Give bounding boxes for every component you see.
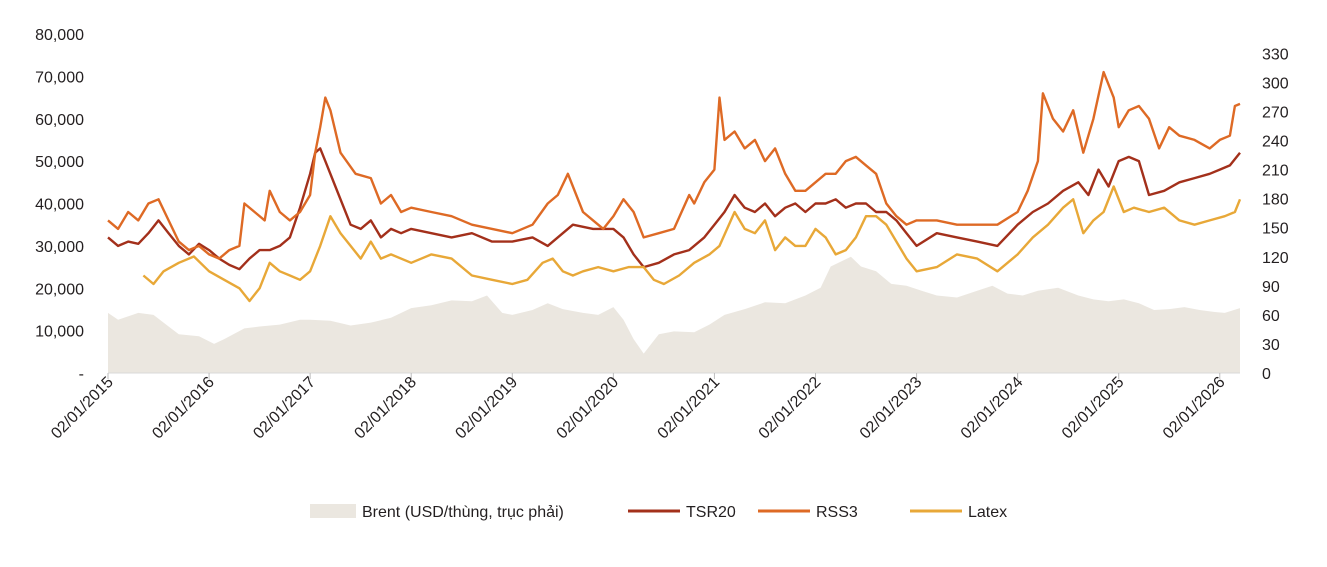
y-right-tick-label: 0 [1262, 366, 1271, 383]
y-left-tick-label: 60,000 [35, 112, 84, 129]
y-right-tick-label: 300 [1262, 75, 1289, 92]
legend-label: Brent (USD/thùng, trục phải) [362, 504, 564, 521]
legend-item-latex: Latex [910, 504, 1007, 521]
y-left-tick-label: - [79, 366, 84, 383]
y-left-tick-label: 40,000 [35, 197, 84, 214]
right-axis-ticks: 0 30 60 90 120 150 180 210 240 270 300 330 [1262, 46, 1289, 383]
line-layer [107, 70, 1242, 303]
x-tick-label: 02/01/2020 [554, 374, 623, 443]
x-tick-label: 02/01/2019 [452, 374, 521, 443]
y-right-tick-label: 60 [1262, 308, 1280, 325]
x-tick-label: 02/01/2016 [149, 374, 218, 443]
x-tick-label: 02/01/2017 [250, 374, 319, 443]
x-tick-label: 02/01/2018 [351, 374, 420, 443]
y-right-tick-label: 330 [1262, 46, 1289, 63]
legend-swatch [310, 504, 356, 518]
series-area-brent-usd-th-ng-tr-c-ph-i [108, 256, 1240, 373]
series-line-tsr20 [107, 147, 1241, 271]
x-tick-label: 02/01/2015 [48, 374, 117, 443]
y-right-tick-label: 240 [1262, 134, 1289, 151]
legend-label: Latex [968, 504, 1007, 521]
y-right-tick-label: 120 [1262, 250, 1289, 267]
legend: Brent (USD/thùng, trục phải) TSR20 RSS3 Lat… [310, 504, 1007, 521]
x-tick-label: 02/01/2022 [756, 374, 825, 443]
y-right-tick-label: 210 [1262, 163, 1289, 180]
y-left-tick-label: 50,000 [35, 154, 84, 171]
legend-item-brent-usd-th-ng-tr-c-ph-i: Brent (USD/thùng, trục phải) [310, 504, 564, 521]
x-tick-label: 02/01/2023 [857, 374, 926, 443]
x-axis-ticks: 02/01/2015 02/01/2016 02/01/2017 02/01/2018… [48, 373, 1229, 442]
y-left-tick-label: 10,000 [35, 324, 84, 341]
x-tick-label: 02/01/2025 [1059, 374, 1128, 443]
y-right-tick-label: 270 [1262, 104, 1289, 121]
area-layer [108, 256, 1240, 373]
series-line-latex [142, 185, 1242, 303]
x-tick-label: 02/01/2024 [958, 374, 1027, 443]
y-right-tick-label: 90 [1262, 279, 1280, 296]
y-left-tick-label: 80,000 [35, 27, 84, 44]
y-right-tick-label: 30 [1262, 337, 1280, 354]
y-left-tick-label: 70,000 [35, 69, 84, 86]
y-right-tick-label: 150 [1262, 221, 1289, 238]
y-right-tick-label: 180 [1262, 192, 1289, 209]
legend-label: TSR20 [686, 504, 736, 521]
y-left-tick-label: 20,000 [35, 281, 84, 298]
legend-item-rss3: RSS3 [758, 504, 858, 521]
left-axis-ticks: - 10,000 20,000 30,000 40,000 50,000 60,000 70,… [35, 27, 84, 383]
x-tick-label: 02/01/2021 [655, 374, 724, 443]
legend-label: RSS3 [816, 504, 858, 521]
x-tick-label: 02/01/2026 [1160, 374, 1229, 443]
legend-item-tsr20: TSR20 [628, 504, 736, 521]
y-left-tick-label: 30,000 [35, 239, 84, 256]
series-line-rss3 [107, 70, 1241, 260]
